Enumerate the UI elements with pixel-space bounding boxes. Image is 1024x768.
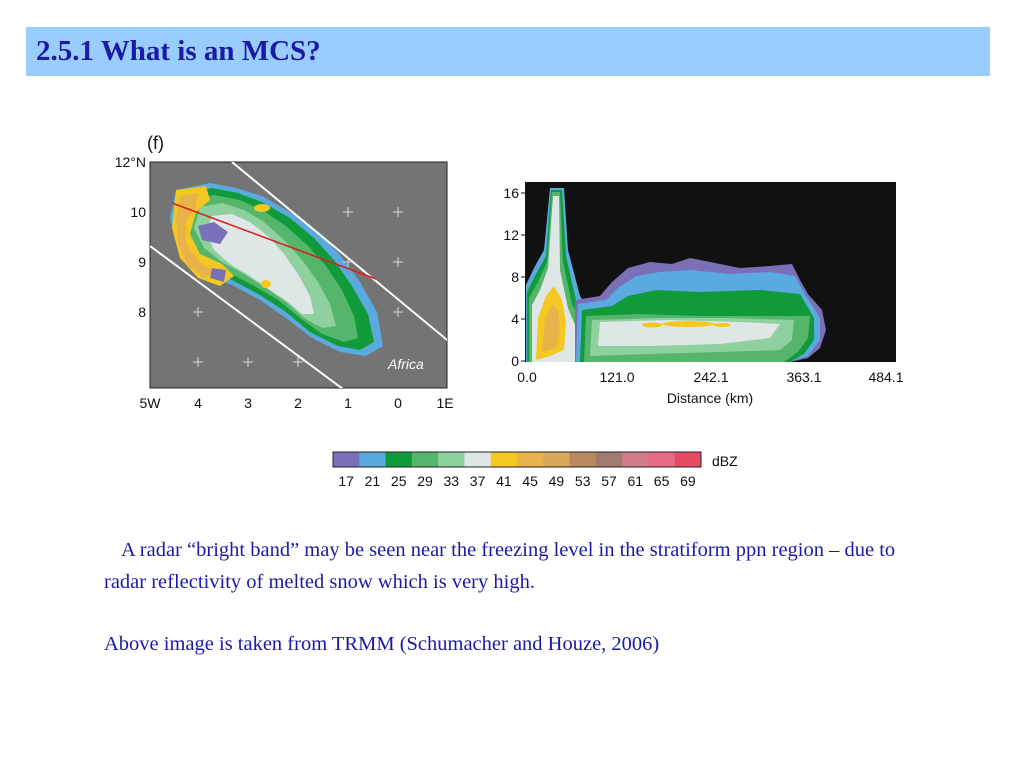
map-panel: (f) [115, 133, 454, 411]
x-tick-label: 121.0 [599, 369, 634, 385]
y-tick-label: 8 [511, 269, 519, 285]
cross-section-line [171, 202, 377, 280]
map-panel-label: (f) [147, 133, 164, 153]
title-bar: 2.5.1 What is an MCS? [26, 27, 990, 76]
colorbar-swatch [411, 452, 439, 467]
colorbar-label: 17 [338, 473, 354, 489]
colorbar-label: 53 [575, 473, 591, 489]
lon-tick-label: 0 [394, 395, 402, 411]
colorbar-label: 37 [470, 473, 486, 489]
lon-tick-label: 1 [344, 395, 352, 411]
cross-section-panel: 16 12 8 4 0 0.0 121.0 242.1 363.1 484.1 … [503, 182, 904, 406]
colorbar-label: 65 [654, 473, 670, 489]
colorbar-swatch [464, 452, 492, 467]
source-citation: Above image is taken from TRMM (Schumach… [104, 633, 660, 655]
colorbar-swatch [517, 452, 544, 467]
colorbar-swatch [674, 452, 702, 467]
colorbar-swatch [333, 452, 360, 467]
colorbar-label: 29 [417, 473, 433, 489]
colorbar-label: 49 [549, 473, 565, 489]
colorbar-swatch [438, 452, 465, 467]
colorbar-swatch [595, 452, 623, 467]
colorbar-swatch [569, 452, 597, 467]
x-tick-label: 363.1 [786, 369, 821, 385]
x-tick-label: 0.0 [517, 369, 537, 385]
colorbar-label: 57 [601, 473, 617, 489]
colorbar-unit: dBZ [712, 453, 738, 469]
colorbar-swatch [385, 452, 413, 467]
y-tick-label: 12 [503, 227, 519, 243]
lat-tick-label: 9 [138, 254, 146, 270]
map-region-label: Africa [387, 356, 424, 372]
x-axis-label: Distance (km) [667, 390, 753, 406]
x-tick-label: 484.1 [868, 369, 903, 385]
colorbar-label: 25 [391, 473, 407, 489]
lat-tick-label: 10 [130, 204, 146, 220]
colorbar-swatch [359, 452, 387, 467]
lon-tick-label: 1E [436, 395, 453, 411]
colorbar-label: 45 [522, 473, 538, 489]
lon-tick-label: 5W [140, 395, 162, 411]
colorbar-swatch [490, 452, 518, 467]
lat-tick-label: 8 [138, 304, 146, 320]
colorbar-label: 41 [496, 473, 512, 489]
cross-section-field [526, 188, 826, 362]
map-precip-field [150, 162, 447, 388]
colorbar-swatch [648, 452, 676, 467]
lat-tick-label: 12°N [115, 154, 146, 170]
y-tick-label: 4 [511, 311, 519, 327]
lon-tick-label: 2 [294, 395, 302, 411]
lon-tick-label: 4 [194, 395, 202, 411]
y-tick-label: 16 [503, 185, 519, 201]
colorbar-label: 61 [627, 473, 643, 489]
lon-tick-label: 3 [244, 395, 252, 411]
y-tick-label: 0 [511, 353, 519, 369]
slide-title: 2.5.1 What is an MCS? [36, 35, 321, 67]
colorbar-swatch [543, 452, 571, 467]
colorbar-label: 21 [365, 473, 381, 489]
explanation-paragraph: A radar “bright band” may be seen near t… [104, 539, 896, 593]
colorbar-label: 69 [680, 473, 696, 489]
colorbar-swatch [622, 452, 649, 467]
x-tick-label: 242.1 [693, 369, 728, 385]
colorbar-label: 33 [443, 473, 459, 489]
colorbar: 17 21 25 29 33 37 41 45 49 53 57 61 65 69 dBZ [332, 451, 738, 489]
